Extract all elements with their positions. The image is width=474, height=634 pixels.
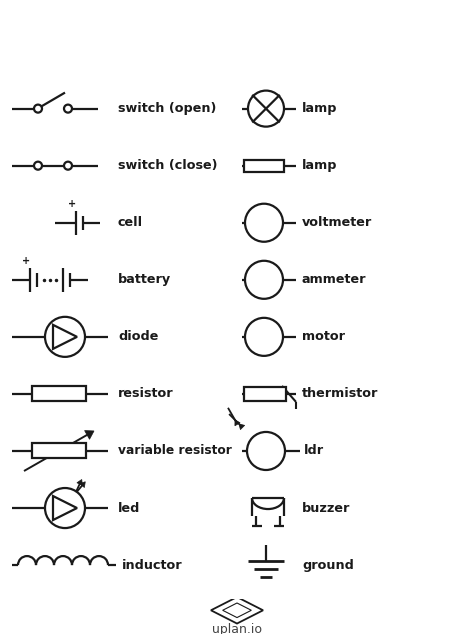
Polygon shape: [77, 479, 82, 485]
Circle shape: [34, 162, 42, 170]
Circle shape: [34, 105, 42, 113]
Text: ground: ground: [302, 559, 354, 572]
Text: +: +: [68, 198, 76, 209]
Text: diode: diode: [118, 330, 158, 344]
Polygon shape: [239, 424, 245, 430]
Text: uplan.io: uplan.io: [212, 623, 262, 634]
Text: thermistor: thermistor: [302, 387, 378, 401]
Circle shape: [45, 488, 85, 528]
Circle shape: [245, 318, 283, 356]
Text: A: A: [257, 271, 271, 289]
Text: variable resistor: variable resistor: [118, 444, 232, 458]
Circle shape: [245, 204, 283, 242]
Text: switch (open): switch (open): [118, 102, 216, 115]
Text: ldr: ldr: [304, 444, 324, 458]
Bar: [32, 443, 86, 458]
Text: inductor: inductor: [122, 559, 182, 572]
Circle shape: [45, 317, 85, 357]
Circle shape: [245, 261, 283, 299]
Text: switch (close): switch (close): [118, 159, 218, 172]
Text: resistor: resistor: [118, 387, 173, 401]
Polygon shape: [235, 420, 240, 426]
Circle shape: [64, 162, 72, 170]
Text: voltmeter: voltmeter: [302, 216, 372, 230]
Text: led: led: [118, 501, 140, 515]
Text: M: M: [256, 328, 272, 346]
Text: battery: battery: [118, 273, 171, 287]
Text: +: +: [22, 256, 30, 266]
Polygon shape: [80, 482, 85, 488]
Text: ammeter: ammeter: [302, 273, 366, 287]
Text: motor: motor: [302, 330, 345, 344]
Bar: [244, 387, 286, 401]
Circle shape: [247, 432, 285, 470]
Text: buzzer: buzzer: [302, 501, 350, 515]
Text: Electrical circuit symbols: Electrical circuit symbols: [67, 31, 407, 55]
Text: cell: cell: [118, 216, 143, 230]
Text: V: V: [257, 214, 271, 232]
Circle shape: [248, 91, 284, 127]
Text: lamp: lamp: [302, 159, 337, 172]
Circle shape: [64, 105, 72, 113]
Polygon shape: [84, 430, 94, 439]
Bar: [32, 386, 86, 401]
Bar: [244, 160, 284, 172]
Text: lamp: lamp: [302, 102, 337, 115]
